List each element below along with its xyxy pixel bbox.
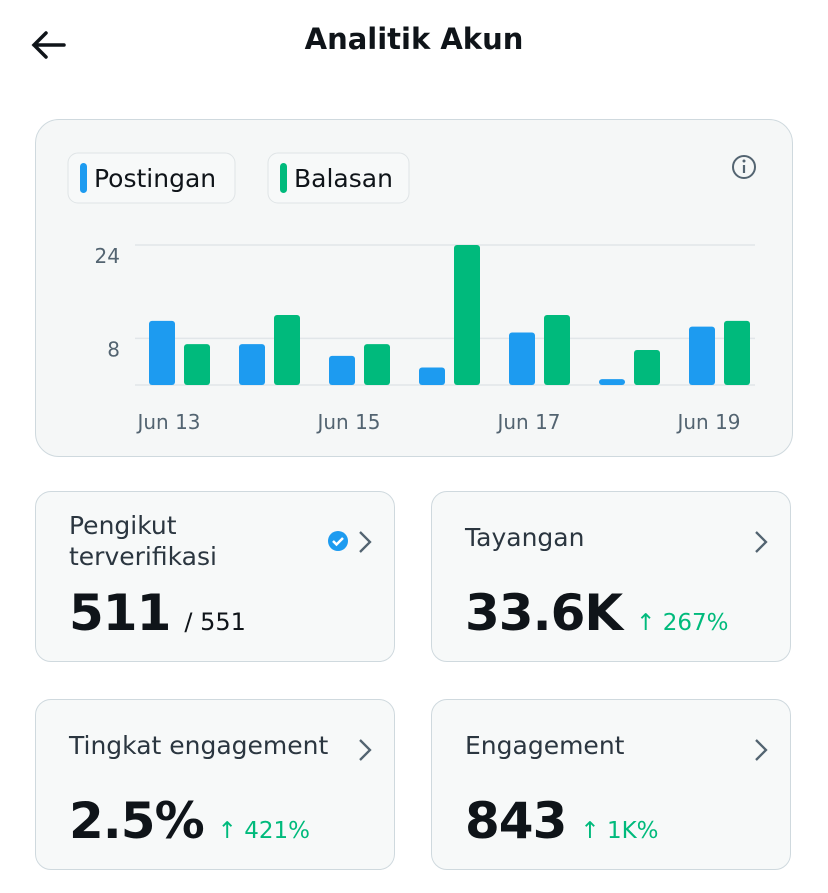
bar: [329, 355, 355, 385]
card-change: 421%: [244, 818, 311, 844]
card-title: Tingkat engagement: [69, 731, 329, 760]
card-value: 843: [465, 792, 567, 850]
bar: [454, 245, 480, 385]
bar: [364, 344, 390, 385]
y-tick-label: 8: [107, 337, 120, 361]
legend-label: Postingan: [94, 164, 216, 193]
legend-swatch: [280, 163, 287, 193]
card[interactable]: Tingkat engagement 2.5% ↑ 421%: [35, 699, 395, 870]
chart: 8 24 Postingan Balasan Jun 13 Jun 15 Jun 17 Jun…: [67, 152, 756, 434]
card-value: 33.6K: [465, 584, 623, 642]
legend-swatch: [80, 163, 87, 193]
back-button[interactable]: [30, 30, 66, 60]
chevron: [359, 531, 372, 553]
card-title: Pengikut terverifikasi: [69, 511, 217, 571]
card-change: 267%: [662, 610, 729, 636]
bar: [149, 320, 175, 385]
bar: [184, 344, 210, 385]
page-title: Analitik Akun: [304, 22, 524, 56]
card[interactable]: Engagement 843 ↑ 1K%: [431, 699, 791, 870]
verified-badge: [328, 531, 348, 551]
bar: [724, 320, 750, 385]
bar: [689, 326, 715, 385]
card-title: Tayangan: [465, 523, 585, 552]
legend-chip[interactable]: [67, 152, 236, 204]
bar: [239, 344, 265, 385]
card-change: 1K%: [606, 818, 659, 844]
bar: [419, 367, 445, 385]
card[interactable]: Pengikut terverifikasi 511 / 551: [35, 491, 395, 662]
bar: [599, 379, 625, 385]
bar: [634, 350, 660, 385]
card[interactable]: Tayangan 33.6K ↑ 267%: [431, 491, 791, 662]
card-value: 511: [69, 584, 171, 642]
chevron: [755, 531, 768, 553]
card-title: Engagement: [465, 731, 625, 760]
legend-chip[interactable]: [267, 152, 410, 204]
y-tick-label: 24: [95, 244, 120, 268]
legend-label: Balasan: [294, 164, 393, 193]
card-value: 2.5%: [69, 792, 205, 850]
x-tick-label: Jun 17: [495, 410, 560, 434]
chevron: [359, 739, 372, 761]
bar: [274, 315, 300, 385]
chevron: [755, 739, 768, 761]
info-icon[interactable]: [732, 155, 756, 179]
bar: [509, 332, 535, 385]
x-tick-label: Jun 15: [315, 410, 380, 434]
x-tick-label: Jun 19: [675, 410, 740, 434]
x-tick-label: Jun 13: [135, 410, 200, 434]
card-total: / 551: [184, 608, 246, 636]
bar: [544, 315, 570, 385]
